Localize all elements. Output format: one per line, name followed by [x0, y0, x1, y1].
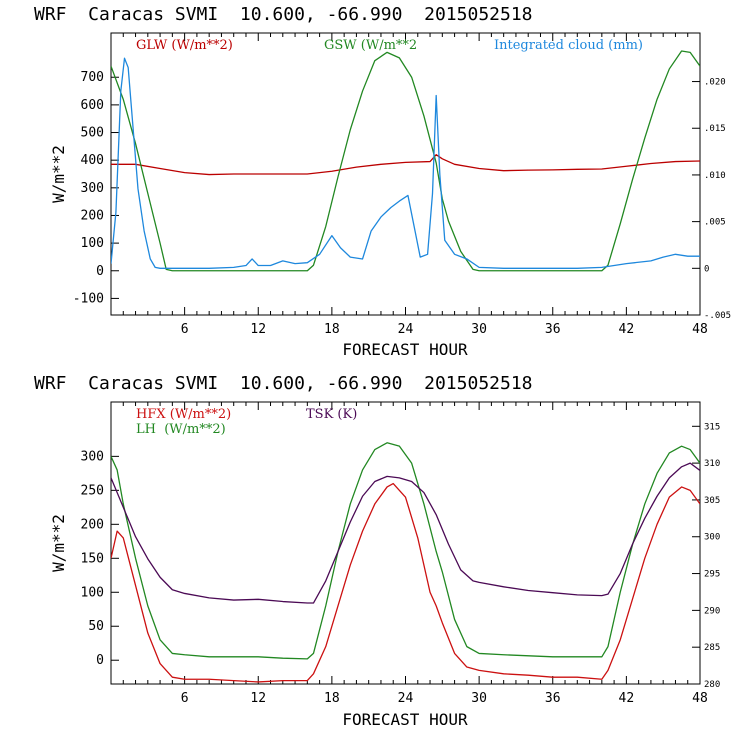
top-x-axis-label: FORECAST HOUR [342, 340, 468, 359]
y2-tick-label: 315 [704, 422, 720, 432]
y-tick-label: 100 [81, 236, 104, 251]
y2-tick-label: .005 [704, 218, 726, 228]
series-line-1 [111, 442, 700, 660]
y-tick-label: -100 [73, 291, 104, 306]
y2-tick-label: 290 [704, 606, 720, 616]
bottom-x-axis-ticks: 6 12 18 24 30 36 42 48 [122, 402, 708, 706]
legend-glw: GLW (W/m**2) [136, 38, 233, 53]
y2-tick-label: 295 [704, 570, 720, 580]
legend-integrated-cloud: Integrated cloud (mm) [494, 38, 643, 53]
x-tick-label: 12 [250, 691, 266, 706]
y-tick-label: 150 [81, 551, 104, 566]
y2-tick-label: 305 [704, 496, 720, 506]
y2-tick-label: 310 [704, 459, 720, 469]
x-tick-label: 12 [250, 322, 266, 337]
x-tick-label: 24 [398, 322, 414, 337]
x-tick-label: 6 [181, 691, 189, 706]
bottom-series-group [111, 442, 700, 683]
y2-tick-label: .020 [704, 78, 726, 88]
legend-gsw: GSW (W/m**2 [324, 38, 417, 53]
y2-tick-label: 280 [704, 680, 720, 690]
legend-tsk: TSK (K) [306, 407, 357, 422]
legend-hfx: HFX (W/m**2) [136, 407, 231, 422]
bottom-y-axis-label: W/m**2 [49, 514, 68, 572]
y-tick-label: 200 [81, 517, 104, 532]
x-tick-label: 30 [471, 691, 487, 706]
y2-tick-label: -.005 [704, 311, 731, 321]
y-tick-label: 600 [81, 98, 104, 113]
x-tick-label: 42 [619, 691, 635, 706]
top-chart-title: WRF Caracas SVMI 10.600, -66.990 2015052… [34, 4, 533, 25]
top-right-axis-ticks: -.005 0 .005 .010 .015 .020 [692, 78, 731, 321]
y-tick-label: 50 [88, 619, 104, 634]
legend-lh: LH (W/m**2) [136, 422, 226, 437]
y2-tick-label: .015 [704, 124, 726, 134]
bottom-plot-frame [110, 401, 701, 685]
y-tick-label: 200 [81, 208, 104, 223]
y-tick-label: 300 [81, 449, 104, 464]
y-tick-label: 250 [81, 483, 104, 498]
y-tick-label: 0 [96, 653, 104, 668]
x-tick-label: 30 [471, 322, 487, 337]
x-tick-label: 48 [692, 322, 708, 337]
x-tick-label: 42 [619, 322, 635, 337]
bottom-right-axis-ticks: 280 285 290 295 300 305 310 315 [692, 422, 720, 690]
y-tick-label: 400 [81, 153, 104, 168]
y-tick-label: 0 [96, 264, 104, 279]
x-tick-label: 18 [324, 322, 340, 337]
x-tick-label: 6 [181, 322, 189, 337]
bottom-x-axis-label: FORECAST HOUR [342, 710, 468, 729]
series-line-2 [111, 57, 700, 269]
y2-tick-label: 0 [704, 264, 709, 274]
top-series-group [111, 50, 700, 272]
x-tick-label: 24 [398, 691, 414, 706]
top-y-axis-label: W/m**2 [49, 145, 68, 203]
top-x-axis-ticks: 6 12 18 24 30 36 42 48 [122, 33, 708, 337]
y-tick-label: 500 [81, 126, 104, 141]
y2-tick-label: 285 [704, 643, 720, 653]
series-line-0 [111, 153, 700, 176]
y2-tick-label: 300 [704, 533, 720, 543]
x-tick-label: 18 [324, 691, 340, 706]
series-line-0 [111, 482, 700, 683]
top-chart-panel: WRF Caracas SVMI 10.600, -66.990 2015052… [34, 4, 731, 359]
x-tick-label: 48 [692, 691, 708, 706]
y-tick-label: 300 [81, 181, 104, 196]
bottom-chart-title: WRF Caracas SVMI 10.600, -66.990 2015052… [34, 373, 533, 394]
x-tick-label: 36 [545, 322, 561, 337]
x-tick-label: 36 [545, 691, 561, 706]
top-y-axis-ticks: -100 0 100 200 300 400 500 600 700 [73, 70, 119, 306]
y-tick-label: 100 [81, 585, 104, 600]
bottom-chart-panel: WRF Caracas SVMI 10.600, -66.990 2015052… [34, 373, 720, 729]
series-line-1 [111, 50, 700, 272]
y-tick-label: 700 [81, 70, 104, 85]
y2-tick-label: .010 [704, 171, 726, 181]
series-line-2 [111, 462, 700, 604]
bottom-y-axis-ticks: 0 50 100 150 200 250 300 [81, 449, 119, 668]
